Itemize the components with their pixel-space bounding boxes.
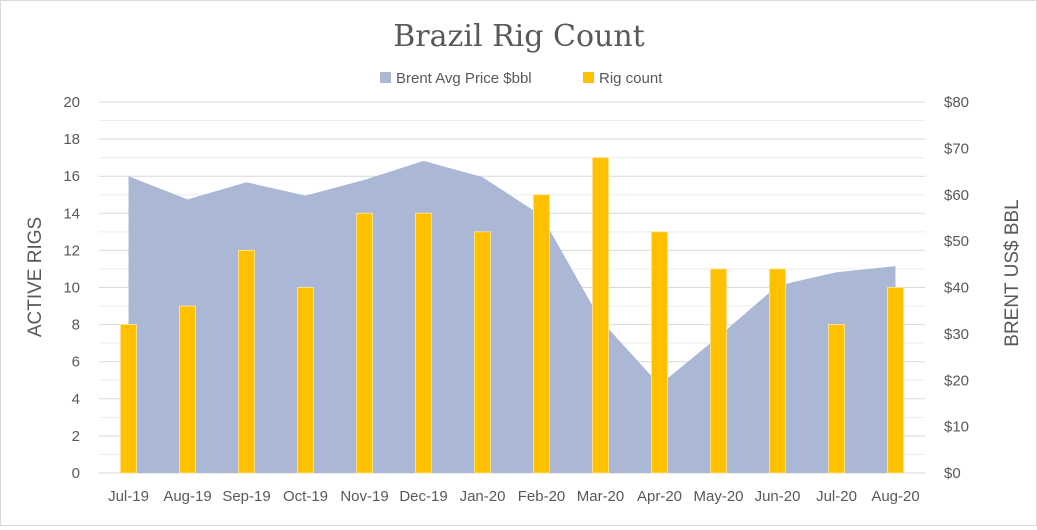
rig-count-bar	[474, 231, 491, 474]
x-tick-label: Apr-20	[637, 488, 682, 505]
legend-swatch-brent	[380, 72, 391, 83]
x-tick-label: May-20	[693, 488, 743, 505]
left-tick-label: 2	[72, 428, 80, 445]
legend: Brent Avg Price $bbl Rig count	[380, 70, 663, 87]
left-axis-ticks: 0 2 4 6 8 10 12 14 16 18 20	[63, 94, 80, 482]
x-tick-label: Nov-19	[340, 488, 388, 505]
x-tick-label: Aug-19	[163, 488, 211, 505]
brent-price-area	[128, 160, 896, 474]
rig-count-bar	[769, 268, 786, 474]
left-tick-label: 14	[63, 205, 80, 222]
left-tick-label: 4	[72, 391, 80, 408]
left-tick-label: 16	[63, 168, 80, 185]
x-tick-label: Oct-19	[283, 488, 328, 505]
chart-title: Brazil Rig Count	[393, 19, 644, 54]
rig-count-bar	[297, 287, 314, 474]
right-tick-label: $60	[944, 187, 969, 204]
left-tick-label: 10	[63, 280, 80, 297]
x-tick-label: Jan-20	[460, 488, 506, 505]
left-tick-label: 0	[72, 465, 80, 482]
rig-count-bar	[120, 324, 137, 474]
right-tick-label: $80	[944, 94, 969, 111]
rig-count-bar	[356, 212, 373, 474]
legend-label-brent: Brent Avg Price $bbl	[396, 70, 532, 87]
right-axis-ticks: $0 $10 $20 $30 $40 $50 $60 $70 $80	[944, 94, 969, 482]
x-tick-label: Jul-19	[108, 488, 149, 505]
left-tick-label: 20	[63, 94, 80, 111]
right-tick-label: $20	[944, 372, 969, 389]
x-tick-label: Sep-19	[222, 488, 270, 505]
right-axis-title: BRENT US$ BBL	[1002, 199, 1023, 346]
right-tick-label: $10	[944, 419, 969, 436]
x-axis-ticks: Jul-19 Aug-19 Sep-19 Oct-19 Nov-19 Dec-19 Jan-…	[108, 488, 920, 505]
x-tick-label: Jun-20	[755, 488, 801, 505]
left-tick-label: 6	[72, 354, 80, 371]
rig-count-bar	[533, 194, 550, 474]
x-tick-label: Mar-20	[577, 488, 625, 505]
rig-count-bar	[887, 287, 904, 474]
rig-count-bar	[415, 212, 432, 474]
left-tick-label: 18	[63, 131, 80, 148]
right-tick-label: $0	[944, 465, 961, 482]
rig-count-bar	[592, 157, 609, 474]
x-tick-label: Feb-20	[518, 488, 566, 505]
legend-swatch-rig-count	[583, 72, 594, 83]
x-tick-label: Dec-19	[399, 488, 447, 505]
rig-count-bar	[651, 231, 668, 474]
left-tick-label: 12	[63, 242, 80, 259]
left-axis-title: ACTIVE RIGS	[25, 217, 46, 337]
left-tick-label: 8	[72, 317, 80, 334]
right-tick-label: $50	[944, 233, 969, 250]
rig-count-bar	[238, 249, 255, 474]
x-tick-label: Jul-20	[816, 488, 857, 505]
rig-count-bars	[120, 157, 904, 474]
x-tick-label: Aug-20	[871, 488, 919, 505]
rig-count-bar	[828, 324, 845, 474]
rig-count-bar	[710, 268, 727, 474]
brent-area-layer	[128, 160, 896, 474]
right-tick-label: $70	[944, 140, 969, 157]
right-tick-label: $40	[944, 280, 969, 297]
rig-count-bar	[179, 305, 196, 474]
right-tick-label: $30	[944, 326, 969, 343]
legend-label-rig-count: Rig count	[599, 70, 663, 87]
